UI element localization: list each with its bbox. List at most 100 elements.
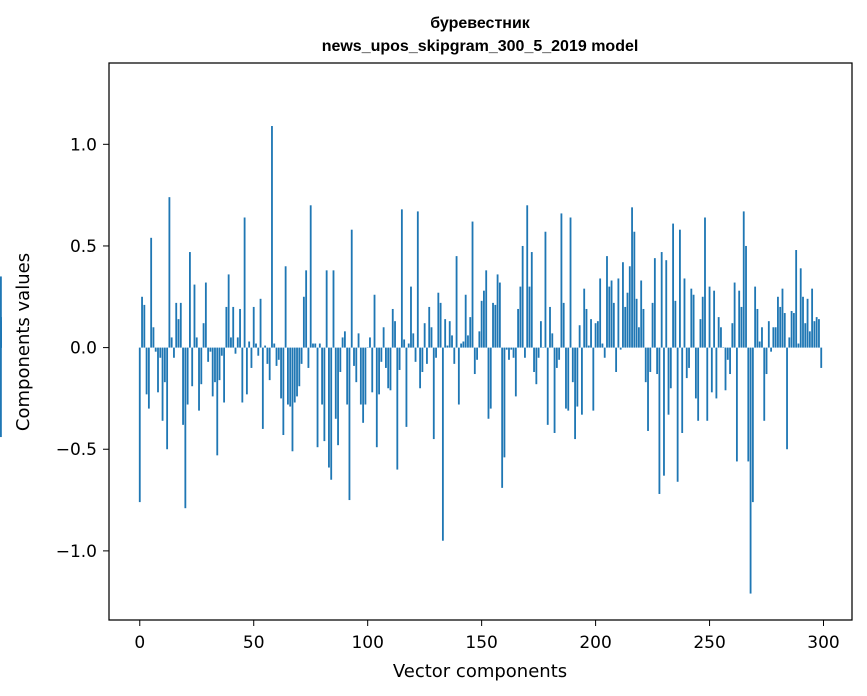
bar-252 bbox=[713, 290, 716, 348]
bar-38 bbox=[225, 306, 228, 348]
y-tick-label: 0.0 bbox=[70, 339, 97, 359]
bar-160 bbox=[503, 347, 506, 458]
bar-17 bbox=[177, 319, 180, 348]
chart-title: буревестник bbox=[430, 15, 531, 32]
bar-203 bbox=[601, 343, 604, 348]
bar-60 bbox=[275, 347, 278, 366]
bar-112 bbox=[394, 321, 396, 348]
bar-132 bbox=[439, 302, 442, 348]
bar-15 bbox=[173, 347, 175, 358]
bar-59 bbox=[273, 343, 276, 348]
bar-135 bbox=[446, 345, 449, 348]
bar-76 bbox=[312, 343, 314, 348]
bar-47 bbox=[245, 347, 248, 395]
bar-248 bbox=[704, 217, 706, 348]
bar-25 bbox=[195, 337, 198, 348]
bar-117 bbox=[405, 347, 408, 427]
bar-40 bbox=[230, 337, 232, 348]
bar-2 bbox=[143, 304, 146, 348]
y-axis: −1.0 −0.5 0.0 0.5 1.0 bbox=[56, 135, 109, 562]
bar-205 bbox=[606, 256, 608, 348]
bar-174 bbox=[535, 347, 538, 385]
bar-236 bbox=[676, 347, 679, 482]
bar-237 bbox=[679, 229, 681, 348]
bar-130 bbox=[435, 347, 437, 358]
bar-155 bbox=[492, 302, 494, 348]
bar-27 bbox=[200, 347, 203, 385]
x-tick-label: 0 bbox=[134, 633, 145, 653]
bar-228 bbox=[658, 347, 661, 494]
bar-129 bbox=[432, 347, 435, 440]
y-tick-label: 0.5 bbox=[70, 237, 97, 257]
bar-226 bbox=[653, 258, 656, 348]
bar-190 bbox=[571, 347, 574, 383]
bar-63 bbox=[282, 347, 285, 436]
bar-188 bbox=[567, 347, 570, 411]
bar-187 bbox=[565, 347, 567, 409]
bar-259 bbox=[729, 347, 731, 375]
bar-296 bbox=[813, 321, 816, 348]
bar-131 bbox=[437, 292, 440, 348]
bar-20 bbox=[184, 347, 187, 509]
bar-289 bbox=[797, 343, 800, 348]
bar-145 bbox=[469, 317, 472, 348]
bar-249 bbox=[706, 347, 709, 421]
bar-46 bbox=[243, 217, 246, 348]
bar-6 bbox=[152, 327, 155, 348]
bar-34 bbox=[216, 347, 219, 456]
bar-80 bbox=[321, 347, 324, 405]
bar-147 bbox=[473, 347, 476, 375]
bar-106 bbox=[380, 347, 383, 362]
bar-115 bbox=[400, 209, 403, 348]
bar-70 bbox=[298, 347, 301, 387]
bar-13 bbox=[168, 197, 171, 348]
bar-75 bbox=[309, 205, 312, 348]
bar-199 bbox=[592, 347, 595, 411]
bar-153 bbox=[487, 347, 490, 419]
bar-168 bbox=[521, 245, 524, 348]
bar-281 bbox=[779, 306, 782, 348]
bar-65 bbox=[287, 347, 289, 405]
bar-136 bbox=[448, 321, 451, 348]
bar-192 bbox=[576, 347, 579, 407]
bar-183 bbox=[555, 347, 558, 368]
bar-223 bbox=[647, 347, 649, 431]
bar-50 bbox=[252, 306, 255, 348]
bar-140 bbox=[457, 347, 460, 405]
bar-294 bbox=[808, 331, 811, 348]
bar-215 bbox=[628, 266, 631, 348]
bar-184 bbox=[558, 347, 561, 360]
bar-49 bbox=[250, 347, 253, 368]
bar-299 bbox=[820, 347, 823, 368]
bar-82 bbox=[325, 270, 328, 348]
bar-157 bbox=[496, 274, 499, 348]
bar-96 bbox=[357, 333, 360, 348]
bar-212 bbox=[622, 262, 624, 348]
bar-292 bbox=[804, 323, 807, 348]
bar-234 bbox=[672, 223, 674, 348]
bar-66 bbox=[289, 347, 292, 407]
bar-271 bbox=[756, 308, 759, 348]
bar-139 bbox=[455, 256, 458, 348]
bar-167 bbox=[519, 286, 522, 348]
bar-162 bbox=[508, 347, 510, 360]
bar-104 bbox=[375, 347, 378, 448]
bar-91 bbox=[346, 347, 349, 405]
bar-44 bbox=[239, 308, 241, 348]
bar-81 bbox=[323, 347, 326, 442]
bar-128 bbox=[430, 327, 433, 348]
bar-55 bbox=[264, 345, 267, 348]
x-tick-label: 100 bbox=[351, 633, 383, 653]
bar-72 bbox=[302, 296, 305, 348]
bar-141 bbox=[460, 343, 463, 348]
x-axis-label: Vector components bbox=[393, 661, 567, 682]
bar-7 bbox=[154, 347, 157, 352]
bar-105 bbox=[378, 347, 380, 395]
bar-245 bbox=[697, 347, 700, 421]
bar-200 bbox=[594, 323, 597, 348]
bar-186 bbox=[562, 302, 565, 348]
bar-179 bbox=[546, 347, 549, 425]
bar-169 bbox=[524, 347, 526, 358]
bar-274 bbox=[763, 347, 766, 421]
bar-45 bbox=[241, 347, 244, 403]
